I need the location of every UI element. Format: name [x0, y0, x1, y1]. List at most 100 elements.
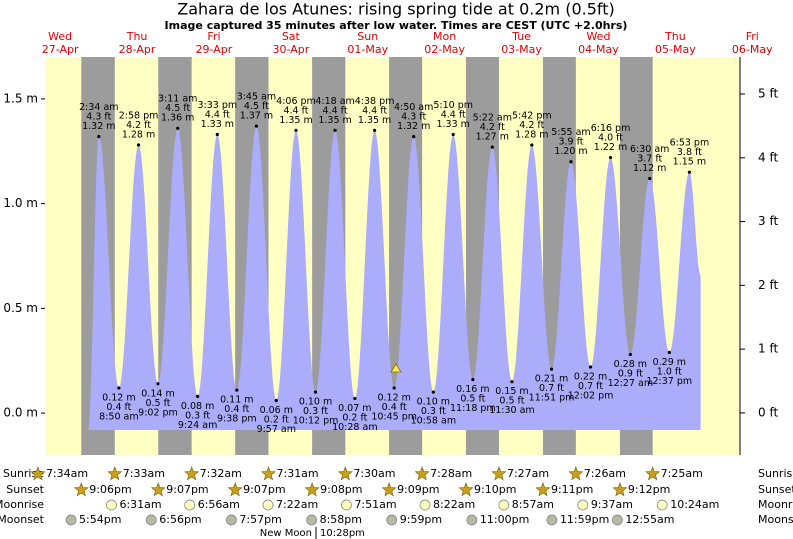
- tide-height-ft: 4.2 ft: [480, 122, 505, 133]
- row-time: 7:31am: [276, 467, 318, 480]
- tide-point: [136, 143, 141, 147]
- row-time: 6:56pm: [159, 513, 201, 526]
- tide-time: 12:02 pm: [568, 391, 614, 402]
- tide-point: [451, 132, 455, 137]
- tide-height-ft: 0.4 ft: [224, 404, 249, 415]
- day-name: Wed: [586, 30, 610, 43]
- moon-icon: [341, 499, 352, 511]
- row-time: 9:11pm: [551, 483, 593, 496]
- tide-point: [235, 388, 239, 392]
- y-tick-label: 0.5 m: [3, 301, 38, 315]
- sun-icon: [73, 482, 89, 497]
- row-time: 7:28am: [430, 467, 472, 480]
- day-name: Tue: [511, 30, 531, 43]
- moon-icon: [546, 514, 558, 526]
- tide-height-m: 0.06 m: [260, 405, 293, 416]
- tide-time: 12:37 pm: [646, 376, 692, 387]
- day-name: Wed: [48, 30, 72, 43]
- day-date: 28-Apr: [119, 43, 156, 56]
- sun-icon: [535, 482, 551, 497]
- tide-height-ft: 0.3 ft: [303, 406, 328, 417]
- sun-icon: [491, 466, 507, 481]
- tide-height-m: 0.10 m: [299, 397, 332, 408]
- day-name: Thu: [126, 30, 148, 43]
- tide-height-ft: 0.7 ft: [578, 381, 603, 392]
- row-time: 9:07pm: [166, 483, 208, 496]
- tide-height-m: 1.33 m: [436, 119, 469, 130]
- day-date: 05-May: [655, 43, 696, 56]
- row-time: 7:30am: [353, 467, 395, 480]
- tide-height-m: 0.22 m: [574, 372, 607, 383]
- tide-point: [392, 386, 396, 390]
- tide-height-m: 1.35 m: [318, 115, 351, 126]
- moon-icon: [466, 514, 478, 526]
- y-tick-label: 0.0 m: [3, 406, 38, 420]
- tide-height-m: 1.20 m: [554, 146, 587, 157]
- day-date: 29-Apr: [196, 43, 233, 56]
- tide-height-ft: 0.5 ft: [460, 394, 485, 405]
- tide-height-ft: 4.3 ft: [86, 112, 111, 123]
- sun-icon: [645, 466, 661, 481]
- tide-time: 9:57 am: [257, 424, 296, 435]
- tide-height-m: 1.12 m: [633, 163, 666, 174]
- tide-time: 6:16 pm: [591, 123, 631, 134]
- tide-height-m: 1.36 m: [161, 113, 194, 124]
- row-label: Moonset: [0, 513, 45, 526]
- tide-height-m: 0.21 m: [535, 374, 568, 385]
- moon-icon: [419, 499, 431, 511]
- tide-point: [215, 132, 219, 137]
- tide-time: 11:18 pm: [450, 403, 496, 414]
- tide-height-ft: 0.3 ft: [421, 406, 446, 417]
- tide-point: [490, 145, 494, 149]
- moon-icon: [145, 514, 157, 526]
- moon-icon: [262, 499, 274, 511]
- moon-icon: [386, 514, 398, 526]
- tide-time: 6:30 am: [630, 144, 669, 155]
- tide-point: [117, 386, 121, 390]
- day-name: Sun: [357, 30, 378, 43]
- row-time: 7:51am: [354, 498, 396, 511]
- tide-height-m: 0.28 m: [614, 359, 647, 370]
- row-label-right: Moonset: [758, 513, 793, 526]
- day-name: Mon: [433, 30, 456, 43]
- chart-title: Zahara de los Atunes: rising spring tide…: [177, 0, 615, 19]
- row-time: 8:58pm: [320, 513, 362, 526]
- tide-height-ft: 4.5 ft: [165, 103, 190, 114]
- tide-height-ft: 0.2 ft: [264, 415, 289, 426]
- tide-point: [353, 396, 357, 401]
- row-time: 9:06pm: [89, 483, 131, 496]
- tide-height-m: 0.08 m: [181, 401, 214, 412]
- tide-height-m: 0.16 m: [456, 384, 489, 395]
- tide-height-m: 0.10 m: [417, 397, 450, 408]
- tide-height-ft: 0.9 ft: [618, 368, 643, 379]
- row-time: 6:31am: [119, 498, 161, 511]
- tide-height-ft: 0.5 ft: [145, 398, 170, 409]
- row-time: 9:10pm: [474, 483, 516, 496]
- tide-point: [274, 398, 278, 403]
- row-time: 9:37am: [591, 498, 633, 511]
- sun-icon: [458, 482, 474, 497]
- row-label-right: Sunset: [758, 483, 793, 496]
- day-date: 04-May: [578, 43, 619, 56]
- row-time: 11:00pm: [480, 513, 529, 526]
- tide-point: [628, 352, 632, 357]
- day-date: 03-May: [501, 43, 542, 56]
- y2-tick-label: 2 ft: [758, 278, 778, 292]
- tide-time: 2:58 pm: [119, 110, 159, 121]
- moon-icon: [498, 499, 510, 511]
- row-time: 9:09pm: [397, 483, 439, 496]
- tide-point: [510, 380, 514, 384]
- row-time: 7:57pm: [239, 513, 281, 526]
- tide-point: [254, 124, 259, 128]
- tide-height-ft: 4.4 ft: [283, 105, 308, 116]
- sun-icon: [227, 482, 243, 497]
- tide-time: 6:53 pm: [670, 138, 710, 149]
- tide-time: 3:11 am: [158, 94, 197, 105]
- tide-height-ft: 4.2 ft: [126, 120, 151, 131]
- row-label-right: Moonrise: [758, 498, 793, 511]
- tide-height-m: 1.32 m: [397, 121, 430, 132]
- row-time: 7:34am: [46, 467, 88, 480]
- tide-point: [372, 128, 377, 132]
- tide-height-m: 1.33 m: [201, 119, 234, 130]
